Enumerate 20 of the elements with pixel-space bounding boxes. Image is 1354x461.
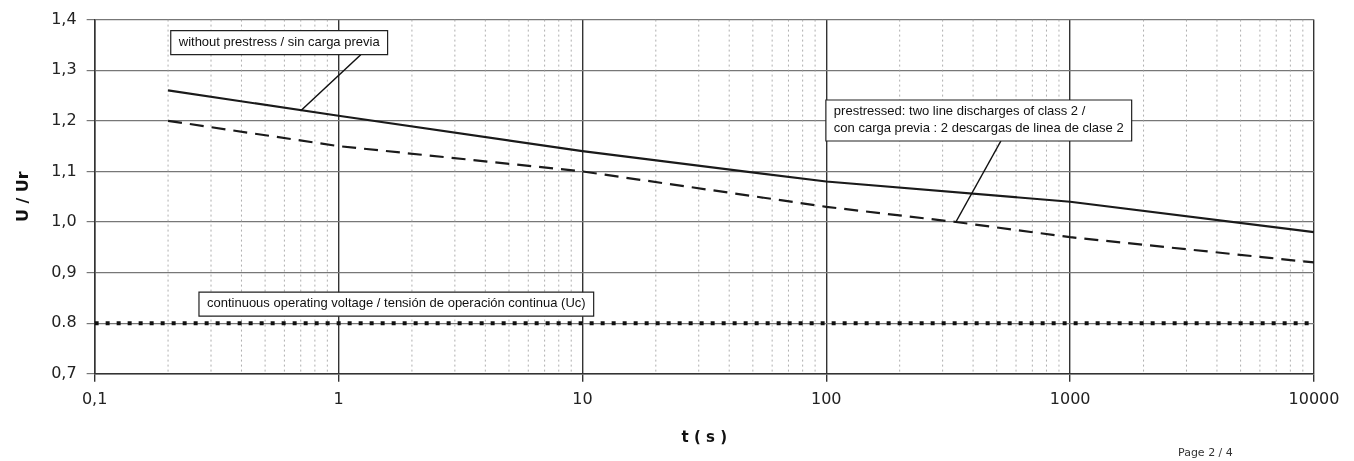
x-axis-title: t ( s ): [681, 427, 728, 446]
y-tick-label: 1,0: [51, 211, 77, 231]
annotation: continuous operating voltage / tensión de operación continua (Uc): [206, 295, 586, 311]
x-tick-label: 1000: [1049, 388, 1091, 408]
y-tick-label: 0,9: [51, 261, 77, 281]
x-tick-label: 0,1: [81, 388, 108, 408]
x-tick-label: 10: [572, 388, 593, 408]
y-tick-label: 1,3: [51, 59, 77, 79]
y-tick-label: 0,7: [51, 362, 77, 382]
x-tick-label: 10000: [1288, 388, 1340, 408]
y-tick-label: 1,4: [51, 8, 77, 28]
y-tick-label: 1,1: [51, 160, 77, 180]
x-tick-label: 100: [810, 388, 842, 408]
text: Page 2 / 4: [1178, 446, 1233, 459]
annotation: prestressed: two line discharges of class 2 / con carga previa : 2 descargas de linea de clase 2: [833, 103, 1124, 136]
x-tick-label: 1: [333, 388, 344, 408]
y-tick-label: 0.8: [51, 312, 77, 332]
y-axis-title: U / Ur: [12, 171, 32, 223]
annotation: without prestress / sin carga previa: [177, 33, 381, 49]
y-tick-label: 1,2: [51, 109, 77, 129]
